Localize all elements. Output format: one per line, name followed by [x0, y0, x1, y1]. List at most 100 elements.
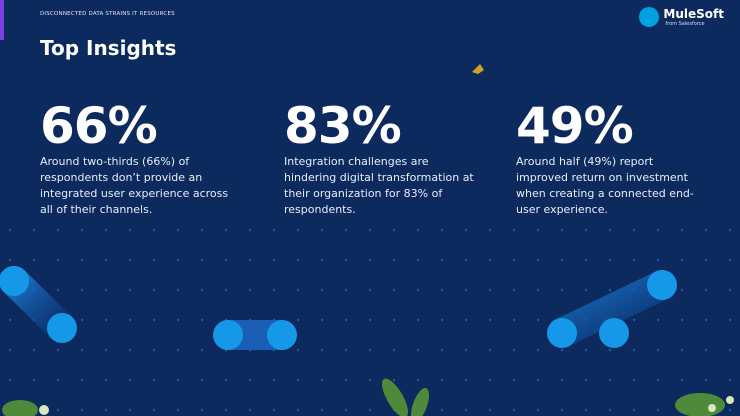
dot — [320, 228, 324, 232]
insight: 66% Around two-thirds (66%) of responden… — [40, 98, 230, 218]
dot — [128, 258, 132, 262]
dot — [32, 228, 36, 232]
dot — [536, 408, 540, 412]
dot — [488, 258, 492, 262]
dot — [512, 228, 516, 232]
dot — [728, 408, 732, 412]
dot — [464, 378, 468, 382]
dot — [344, 258, 348, 262]
dot — [344, 228, 348, 232]
dot — [368, 318, 372, 322]
dot — [512, 378, 516, 382]
dot — [128, 348, 132, 352]
dot — [728, 228, 732, 232]
dot — [512, 408, 516, 412]
logo-icon — [639, 7, 660, 27]
dot — [344, 378, 348, 382]
dot — [440, 258, 444, 262]
insight-stat: 83% — [284, 97, 402, 155]
dot — [536, 228, 540, 232]
dot — [488, 318, 492, 322]
dot — [224, 408, 228, 412]
dot — [200, 288, 204, 292]
dot — [608, 288, 612, 292]
dot — [200, 378, 204, 382]
dot — [488, 348, 492, 352]
dot — [32, 378, 36, 382]
dot — [152, 408, 156, 412]
dot — [680, 318, 684, 322]
dot — [104, 408, 108, 412]
dot — [320, 258, 324, 262]
dot — [368, 228, 372, 232]
dot — [728, 258, 732, 262]
dot — [584, 288, 588, 292]
dot — [680, 348, 684, 352]
dot — [632, 258, 636, 262]
dot — [728, 378, 732, 382]
dot — [296, 348, 300, 352]
dot — [608, 258, 612, 262]
dot — [464, 408, 468, 412]
dot — [80, 258, 84, 262]
logo: MuleSoft from Salesforce — [639, 7, 724, 27]
dot — [704, 348, 708, 352]
dot — [80, 408, 84, 412]
dot — [80, 378, 84, 382]
dot — [464, 318, 468, 322]
dot — [536, 378, 540, 382]
dot — [440, 348, 444, 352]
insight-text: Around half (49%) report improved return… — [516, 155, 694, 216]
dot — [392, 228, 396, 232]
logo-text: MuleSoft — [663, 7, 724, 21]
dot — [56, 288, 60, 292]
dot — [560, 288, 564, 292]
dot — [392, 318, 396, 322]
dot — [152, 288, 156, 292]
insight-text: Integration challenges are hindering dig… — [284, 155, 474, 216]
dot — [464, 228, 468, 232]
dot — [8, 348, 12, 352]
dot — [128, 228, 132, 232]
dot — [104, 258, 108, 262]
dot — [80, 228, 84, 232]
dot — [368, 378, 372, 382]
dot — [104, 288, 108, 292]
logo-subtext: from Salesforce — [665, 21, 705, 27]
dot — [632, 228, 636, 232]
dot — [152, 318, 156, 322]
insight: 49% Around half (49%) report improved re… — [516, 98, 706, 218]
dot — [392, 378, 396, 382]
dot — [176, 378, 180, 382]
dot — [680, 288, 684, 292]
dot — [248, 378, 252, 382]
dot — [416, 228, 420, 232]
dot — [200, 408, 204, 412]
dot — [80, 348, 84, 352]
dot — [152, 228, 156, 232]
dot — [584, 348, 588, 352]
dot — [56, 258, 60, 262]
dot — [56, 378, 60, 382]
dot — [704, 228, 708, 232]
dot — [224, 288, 228, 292]
dot — [584, 228, 588, 232]
dot — [440, 318, 444, 322]
dot — [704, 288, 708, 292]
slide-title: Top Insights — [40, 36, 177, 60]
dot — [632, 348, 636, 352]
dot — [152, 378, 156, 382]
dot — [296, 288, 300, 292]
dot — [536, 288, 540, 292]
dot — [416, 258, 420, 262]
dot — [440, 378, 444, 382]
dot — [344, 318, 348, 322]
dot — [200, 348, 204, 352]
dot — [176, 288, 180, 292]
dot — [656, 228, 660, 232]
insight-stat: 66% — [40, 97, 158, 155]
dot — [440, 228, 444, 232]
dot — [224, 228, 228, 232]
dot — [464, 258, 468, 262]
